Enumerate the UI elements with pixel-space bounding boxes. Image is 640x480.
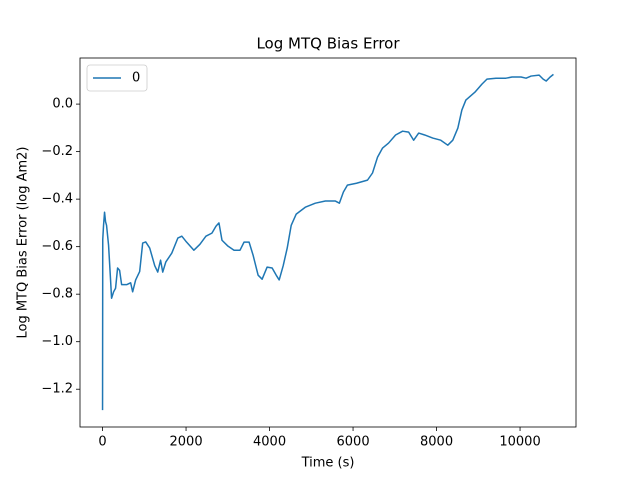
x-tick-label: 0 [98, 435, 106, 450]
x-axis-label: Time (s) [301, 456, 355, 471]
y-tick-label: −0.2 [41, 144, 73, 159]
legend-label: 0 [132, 71, 140, 86]
y-tick-label: −1.0 [41, 334, 73, 349]
data-line [101, 73, 554, 411]
x-tick-label: 4000 [253, 435, 286, 450]
x-tick-label: 8000 [420, 435, 453, 450]
y-tick-label: −0.4 [41, 192, 73, 207]
x-tick-label: 10000 [499, 435, 540, 450]
y-tick-label: −1.2 [41, 382, 73, 397]
x-tick-label: 6000 [337, 435, 370, 450]
y-tick-label: −0.6 [41, 239, 73, 254]
chart-title: Log MTQ Bias Error [256, 35, 400, 53]
y-tick-label: −0.8 [41, 287, 73, 302]
plot-frame [79, 57, 577, 428]
x-tick-label: 2000 [170, 435, 203, 450]
y-axis-label: Log MTQ Bias Error (log Am2) [16, 146, 31, 338]
y-tick-label: 0.0 [52, 97, 73, 112]
